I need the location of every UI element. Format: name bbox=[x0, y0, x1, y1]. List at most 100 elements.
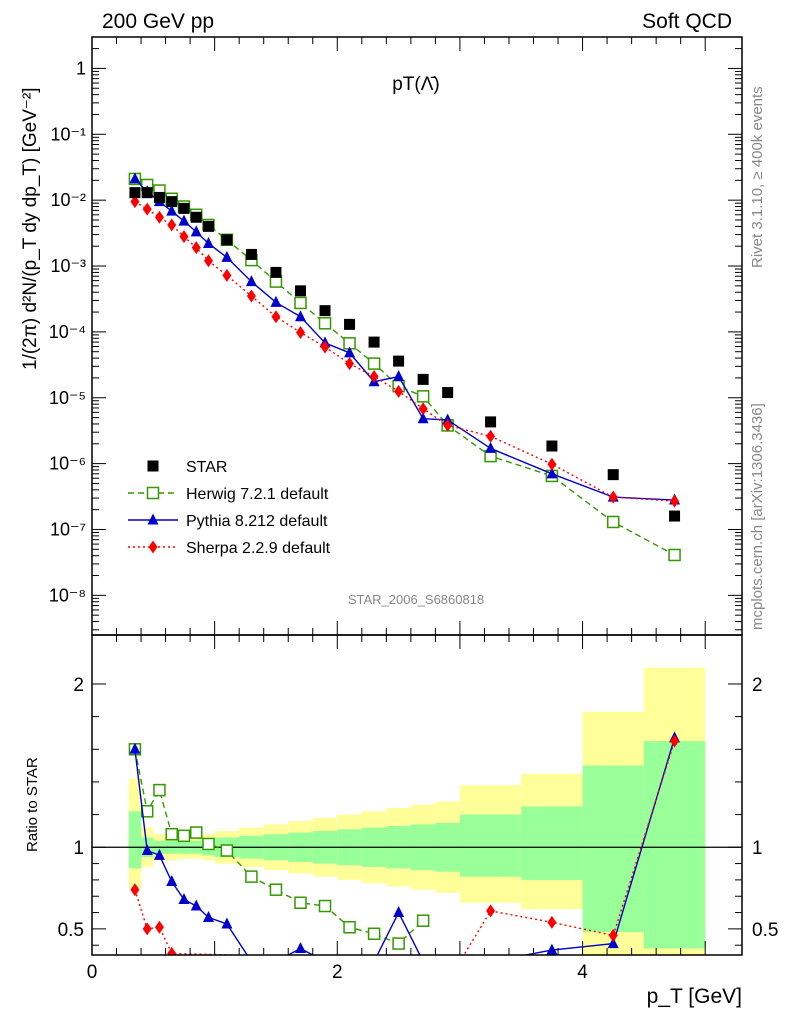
data-point bbox=[367, 357, 381, 370]
data-point bbox=[394, 384, 404, 398]
data-point bbox=[670, 494, 680, 508]
data-point bbox=[190, 225, 202, 237]
y-tick-label: 10⁻⁵ bbox=[49, 388, 86, 408]
data-point bbox=[669, 510, 681, 522]
series-line bbox=[134, 178, 675, 501]
ratio-point bbox=[670, 734, 680, 748]
legend-label: STAR bbox=[186, 459, 227, 476]
data-point bbox=[294, 296, 307, 310]
legend-marker bbox=[147, 460, 159, 472]
ratio-point bbox=[343, 920, 356, 934]
ratio-point bbox=[344, 955, 355, 966]
data-point bbox=[179, 230, 189, 244]
ratio-y-tick-label-right: 1 bbox=[752, 838, 763, 859]
data-point bbox=[417, 373, 429, 385]
data-point bbox=[295, 325, 305, 339]
ratio-point bbox=[392, 937, 405, 950]
data-point bbox=[166, 204, 178, 216]
data-point bbox=[141, 187, 153, 199]
legend-marker bbox=[146, 486, 160, 500]
ratio-point bbox=[418, 955, 429, 966]
data-point bbox=[167, 218, 177, 232]
data-point bbox=[221, 234, 233, 246]
data-point bbox=[178, 202, 190, 214]
series-star bbox=[129, 187, 681, 522]
data-point bbox=[166, 196, 178, 208]
ratio-point bbox=[141, 844, 153, 856]
ratio-y-tick-label: 1 bbox=[73, 838, 84, 859]
data-point bbox=[129, 172, 141, 184]
legend-label: Herwig 7.2.1 default bbox=[186, 486, 329, 503]
data-point bbox=[393, 370, 405, 382]
ratio-series-herwig bbox=[128, 743, 430, 950]
ratio-point bbox=[245, 870, 258, 883]
ratio-point bbox=[220, 844, 234, 857]
data-point bbox=[369, 370, 379, 384]
ratio-point bbox=[165, 827, 178, 841]
data-point bbox=[222, 268, 232, 282]
uncertainty-band-inner bbox=[521, 806, 583, 880]
ratio-y-tick-label: 2 bbox=[73, 675, 84, 696]
uncertainty-band-inner bbox=[643, 741, 706, 949]
data-point bbox=[320, 340, 330, 354]
data-point bbox=[154, 210, 164, 224]
data-point bbox=[418, 402, 428, 416]
ratio-y-tick-label-right: 0.5 bbox=[752, 920, 778, 941]
uncertainty-band-inner bbox=[128, 811, 142, 869]
ratio-point bbox=[369, 955, 380, 966]
ratio-point bbox=[546, 943, 558, 955]
ratio-point bbox=[547, 915, 557, 929]
x-axis-title: p_T [GeV] bbox=[647, 985, 742, 1008]
ratio-point bbox=[177, 829, 191, 843]
y-tick-label: 10⁻⁷ bbox=[50, 519, 86, 539]
data-point bbox=[294, 285, 306, 297]
data-point bbox=[245, 248, 257, 260]
data-point bbox=[270, 266, 282, 278]
watermark-label: STAR_2006_S6860818 bbox=[348, 592, 484, 607]
legend-label: Sherpa 2.2.9 default bbox=[186, 540, 331, 557]
header-right-label: Soft QCD bbox=[642, 10, 732, 33]
ratio-y-tick-label: 0.5 bbox=[58, 920, 84, 941]
data-point bbox=[246, 289, 256, 303]
ratio-point bbox=[190, 899, 202, 911]
legend: STAR Herwig 7.2.1 default Pythia 8.212 def… bbox=[128, 459, 331, 557]
ratio-point bbox=[142, 922, 152, 936]
y-tick-label: 10⁻⁸ bbox=[49, 585, 86, 605]
y-tick-label: 10⁻⁶ bbox=[49, 454, 86, 474]
data-point bbox=[221, 250, 233, 262]
ratio-point bbox=[270, 955, 281, 966]
ratio-point bbox=[455, 955, 464, 968]
data-point bbox=[344, 318, 356, 330]
ratio-point bbox=[129, 742, 141, 754]
data-point bbox=[270, 295, 282, 307]
data-point bbox=[546, 467, 558, 479]
uncertainty-band-inner bbox=[459, 814, 522, 877]
ratio-point bbox=[393, 906, 405, 918]
x-tick-label: 0 bbox=[87, 962, 98, 983]
data-point bbox=[142, 202, 152, 216]
ratio-point bbox=[153, 848, 165, 860]
ratio-point bbox=[203, 910, 215, 922]
y-tick-label: 1 bbox=[76, 58, 86, 78]
ratio-point bbox=[320, 955, 331, 966]
ratio-point bbox=[367, 927, 381, 941]
header-left-label: 200 GeV pp bbox=[102, 10, 214, 33]
data-point bbox=[608, 490, 618, 504]
ratio-series-sherpa bbox=[130, 734, 680, 968]
data-point bbox=[485, 416, 497, 428]
ratio-point bbox=[140, 805, 154, 818]
ratio-point bbox=[269, 883, 283, 896]
ratio-point bbox=[485, 955, 496, 966]
y-tick-label: 10⁻⁴ bbox=[49, 322, 86, 342]
x-tick-label: 4 bbox=[577, 962, 588, 983]
plot-title: pT(Λ̄) bbox=[392, 74, 440, 95]
data-point bbox=[417, 412, 429, 424]
uncertainty-band-inner bbox=[582, 765, 644, 933]
series-sherpa bbox=[130, 195, 680, 508]
ratio-y-tick-label-right: 2 bbox=[752, 675, 763, 696]
y-tick-label: 10⁻³ bbox=[50, 256, 86, 276]
ratio-plot-frame bbox=[91, 634, 743, 956]
ratio-point bbox=[178, 892, 190, 904]
y-tick-label: 10⁻² bbox=[50, 190, 86, 210]
